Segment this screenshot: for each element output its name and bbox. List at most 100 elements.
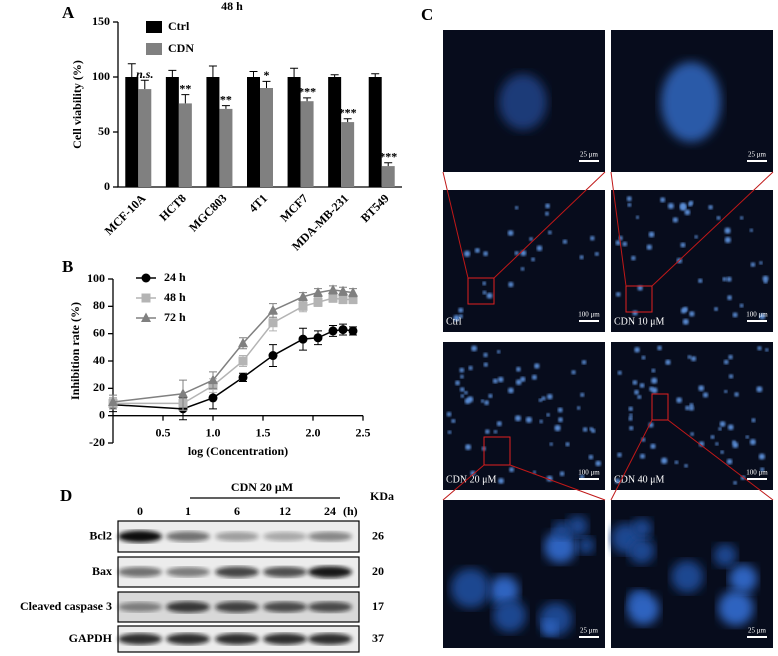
nucleus: [544, 531, 577, 564]
marker: [348, 295, 358, 304]
condition-label: CDN 20 μM: [446, 474, 496, 485]
cell: [682, 318, 689, 325]
cell: [650, 443, 656, 449]
bar: [381, 166, 395, 187]
cell: [531, 257, 535, 262]
cell: [483, 251, 489, 257]
legend-label: CDN: [168, 41, 194, 55]
cell: [558, 417, 563, 423]
x-tick-label: 1.5: [256, 425, 271, 439]
legend-marker: [141, 273, 151, 283]
kda-label: 26: [372, 528, 384, 542]
nucleus: [718, 590, 754, 626]
blot-band: [263, 566, 307, 578]
scale-bar-label: 25 μm: [748, 151, 767, 159]
blot-band: [118, 530, 162, 543]
cell: [507, 387, 514, 394]
marker: [298, 301, 308, 311]
x-tick-label: 4T1: [246, 191, 270, 215]
bar: [260, 88, 273, 187]
error-bar: [343, 118, 352, 123]
treatment-label: CDN 20 μM: [231, 480, 293, 494]
bar: [287, 77, 301, 187]
marker: [178, 388, 188, 398]
bar: [247, 77, 260, 187]
kda-label: 17: [372, 599, 384, 613]
x-tick-label: MGC803: [186, 191, 229, 234]
nucleus: [661, 62, 721, 142]
micrograph: 25 μm: [610, 500, 773, 648]
cell: [756, 386, 763, 393]
micrograph: 100 μm CDN 10 μM: [611, 190, 773, 332]
marker: [208, 374, 218, 385]
series-line: [113, 297, 353, 405]
cell: [627, 202, 632, 207]
scale-bar: [579, 478, 599, 480]
time-unit: (h): [343, 504, 358, 518]
cell: [483, 352, 488, 358]
bar: [300, 101, 314, 187]
cell: [545, 203, 551, 209]
cell: [465, 444, 472, 451]
blot-band: [166, 633, 210, 645]
marker: [238, 337, 248, 348]
cell: [544, 211, 549, 216]
cell: [758, 453, 765, 460]
cell: [674, 460, 679, 465]
micrograph: 100 μm CDN 20 μM: [443, 342, 605, 490]
marker: [238, 356, 248, 366]
scale-bar-label: 100 μm: [578, 311, 600, 319]
y-tick-label: 60: [93, 325, 105, 339]
cell: [637, 394, 642, 400]
cell: [588, 454, 594, 460]
cell: [688, 202, 693, 207]
cell: [498, 478, 504, 484]
error-bar: [330, 74, 339, 77]
cell: [661, 457, 668, 464]
cell: [508, 281, 514, 288]
cell: [648, 231, 655, 238]
scale-bar-label: 100 μm: [746, 469, 768, 477]
error-bar: [127, 63, 136, 77]
scale-bar: [579, 320, 599, 322]
panel-label: D: [60, 486, 72, 505]
marker: [298, 334, 308, 344]
cell: [632, 380, 638, 385]
significance-label: n.s.: [136, 67, 153, 81]
cell: [484, 400, 490, 406]
cell: [483, 362, 488, 367]
zoom-box: [651, 393, 669, 421]
cell: [493, 430, 498, 434]
error-bar: [168, 69, 177, 77]
marker: [338, 285, 348, 296]
cell: [728, 354, 733, 360]
bar: [165, 77, 179, 187]
cell: [698, 278, 703, 284]
zoom-box: [483, 436, 511, 466]
legend-label: 24 h: [164, 270, 186, 284]
cell: [547, 230, 552, 235]
significance-label: ***: [298, 85, 316, 99]
error-bar: [221, 105, 230, 109]
cell: [525, 416, 532, 423]
cell: [539, 419, 543, 424]
bar: [368, 77, 382, 187]
x-tick-label: MCF-10A: [102, 191, 149, 238]
cell: [724, 389, 728, 394]
scale-bar-label: 25 μm: [580, 151, 599, 159]
cell: [757, 346, 762, 351]
scale-bar: [747, 636, 767, 638]
cell: [665, 359, 671, 365]
nucleus: [577, 536, 595, 555]
marker: [208, 393, 218, 403]
scale-bar: [579, 636, 599, 638]
scale-bar-label: 25 μm: [580, 627, 599, 635]
nucleus: [541, 619, 558, 636]
cell: [488, 393, 493, 399]
cell: [629, 426, 634, 431]
cell: [451, 418, 456, 424]
cell: [667, 203, 674, 210]
cell: [463, 250, 471, 257]
marker: [328, 284, 338, 294]
cell: [631, 255, 636, 261]
